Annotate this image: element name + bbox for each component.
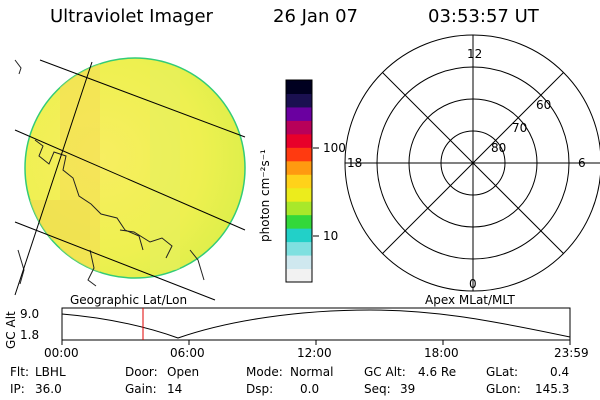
timeline-axis-title: GC Alt [4, 311, 18, 349]
altitude-timeline [61, 307, 571, 345]
status-mode-key: Mode: [246, 365, 283, 379]
colorbar-segment [286, 255, 312, 270]
colorbar-segment [286, 228, 312, 243]
colorbar-segment [286, 147, 312, 162]
status-seq-key: Seq: [364, 382, 391, 396]
colorbar-segment [286, 106, 312, 121]
colorbar-segment [286, 187, 312, 202]
instrument-title: Ultraviolet Imager [50, 6, 213, 27]
status-door-value: Open [167, 365, 200, 379]
status-glat-value: 0.4 [550, 365, 570, 379]
timeline-tick-1200: 12:00 [297, 346, 332, 360]
colorbar-segment [286, 93, 312, 108]
colorbar-segment [286, 133, 312, 148]
status-dsp-key: Dsp: [246, 382, 274, 396]
status-ip-key: IP: [10, 382, 25, 396]
colorbar-segment [286, 174, 312, 189]
colorbar-segment [286, 120, 312, 135]
date-readout: 26 Jan 07 [273, 6, 358, 27]
mlt-label-18: 18 [347, 156, 363, 170]
colorbar-label-10: 10 [323, 229, 339, 243]
mlt-label-6: 6 [578, 156, 586, 170]
status-ip-value: 36.0 [35, 382, 62, 396]
map-panel-label: Geographic Lat/Lon [70, 293, 188, 307]
colorbar-label-100: 100 [323, 141, 346, 155]
status-flt-key: Flt: [10, 365, 29, 379]
mlt-label-0: 0 [469, 277, 477, 291]
status-seq-value: 39 [400, 382, 416, 396]
timeline-tick-0600: 06:00 [170, 346, 205, 360]
colorbar-segment [286, 214, 312, 229]
status-glon-value: 145.3 [535, 382, 570, 396]
timeline-tick-1800: 18:00 [424, 346, 459, 360]
timeline-tick-2359: 23:59 [554, 346, 589, 360]
timeline-y-top: 9.0 [20, 307, 40, 321]
colorbar [285, 79, 313, 283]
colorbar-segment [286, 80, 312, 94]
status-glon-key: GLon: [486, 382, 521, 396]
status-glat-key: GLat: [486, 365, 519, 379]
status-gain-value: 14 [167, 382, 183, 396]
polar-plot [344, 34, 600, 292]
mlt-label-12: 12 [467, 47, 483, 61]
status-dsp-value: 0.0 [300, 382, 320, 396]
colorbar-unit-label: photon cm⁻²s⁻¹ [258, 149, 272, 242]
status-flt-value: LBHL [35, 365, 66, 379]
lat-label-80: 80 [491, 141, 507, 155]
colorbar-segment [286, 268, 312, 283]
polar-panel-label: Apex MLat/MLT [425, 293, 515, 307]
colorbar-segment [286, 160, 312, 175]
status-mode-value: Normal [290, 365, 334, 379]
colorbar-frame [285, 79, 313, 283]
colorbar-segment [286, 241, 312, 256]
timeline-tick-0000: 00:00 [44, 346, 79, 360]
lat-label-70: 70 [512, 121, 528, 135]
status-gcalt-value: 4.6 Re [418, 365, 457, 379]
timeline-y-bottom: 1.8 [20, 328, 40, 342]
lat-label-60: 60 [536, 98, 552, 112]
colorbar-segment [286, 201, 312, 216]
status-door-key: Door: [125, 365, 158, 379]
status-gcalt-key: GC Alt: [364, 365, 406, 379]
auroral-image-disk [14, 57, 246, 301]
time-readout: 03:53:57 UT [428, 6, 539, 27]
status-gain-key: Gain: [125, 382, 157, 396]
